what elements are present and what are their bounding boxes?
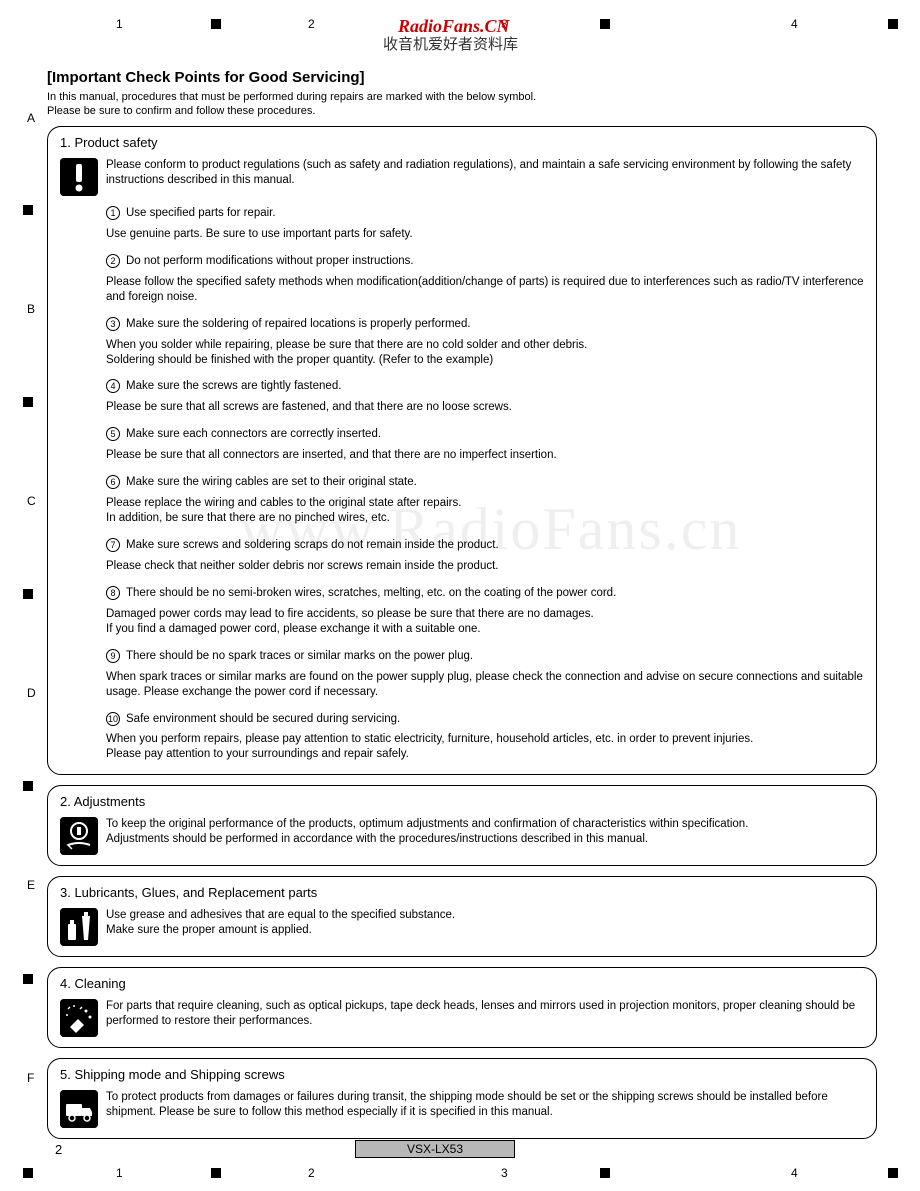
item-6-b2: In addition, be sure that there are no p…	[106, 512, 390, 524]
item-6-b1: Please replace the wiring and cables to …	[106, 497, 461, 509]
bot-ruler-3: 3	[501, 1166, 508, 1182]
item-3-b1: When you solder while repairing, please …	[106, 339, 587, 351]
lubricant-icon	[60, 908, 98, 946]
side-mark	[23, 781, 33, 791]
circled-2: 2	[106, 254, 120, 268]
item-10-body: When you perform repairs, please pay att…	[106, 732, 864, 762]
circled-5: 5	[106, 427, 120, 441]
footer: 2 VSX-LX53	[55, 1142, 875, 1159]
section-4-body: For parts that require cleaning, such as…	[106, 999, 864, 1029]
section-4-box: 4. Cleaning For parts that require clean…	[47, 967, 877, 1048]
item-1-body: Use genuine parts. Be sure to use import…	[106, 227, 864, 242]
bot-mark	[888, 1168, 898, 1178]
bot-ruler-1: 1	[116, 1166, 123, 1182]
side-mark	[23, 974, 33, 984]
section-1-intro: Please conform to product regulations (s…	[106, 158, 864, 188]
item-3-b2: Soldering should be finished with the pr…	[106, 354, 493, 366]
bot-mark	[600, 1168, 610, 1178]
warning-icon	[60, 158, 98, 196]
top-ruler-2: 2	[308, 17, 315, 33]
top-mark	[600, 19, 610, 29]
side-mark	[23, 589, 33, 599]
adjustment-icon	[60, 817, 98, 855]
item-8-body: Damaged power cords may lead to fire acc…	[106, 607, 864, 637]
item-10-head: Safe environment should be secured durin…	[126, 713, 400, 725]
item-2-head: Do not perform modifications without pro…	[126, 255, 414, 267]
bot-mark	[211, 1168, 221, 1178]
section-1-title: 1. Product safety	[60, 135, 864, 152]
s2-b2: Adjustments should be performed in accor…	[106, 833, 648, 845]
section-5-title: 5. Shipping mode and Shipping screws	[60, 1067, 864, 1084]
side-letter-f: F	[27, 1071, 34, 1087]
cleaning-icon	[60, 999, 98, 1037]
intro-line-2: Please be sure to confirm and follow the…	[47, 105, 315, 117]
section-4-title: 4. Cleaning	[60, 976, 864, 993]
item-9-head: There should be no spark traces or simil…	[126, 650, 473, 662]
page-title: [Important Check Points for Good Servici…	[47, 68, 877, 88]
item-5-head: Make sure each connectors are correctly …	[126, 428, 381, 440]
section-5-box: 5. Shipping mode and Shipping screws To …	[47, 1058, 877, 1139]
side-letter-a: A	[27, 111, 35, 127]
top-ruler-4: 4	[791, 17, 798, 33]
item-3-body: When you solder while repairing, please …	[106, 338, 864, 368]
s2-b1: To keep the original performance of the …	[106, 818, 748, 830]
bot-ruler-4: 4	[791, 1166, 798, 1182]
circled-1: 1	[106, 206, 120, 220]
main-content: [Important Check Points for Good Servici…	[47, 68, 877, 1149]
side-letter-e: E	[27, 878, 35, 894]
side-letter-c: C	[27, 494, 36, 510]
top-ruler-1: 1	[116, 17, 123, 33]
bot-ruler-2: 2	[308, 1166, 315, 1182]
section-5-body: To protect products from damages or fail…	[106, 1090, 864, 1120]
bot-mark	[23, 1168, 33, 1178]
side-letter-d: D	[27, 686, 36, 702]
intro-text: In this manual, procedures that must be …	[47, 90, 877, 119]
top-mark	[888, 19, 898, 29]
circled-7: 7	[106, 538, 120, 552]
section-3-title: 3. Lubricants, Glues, and Replacement pa…	[60, 885, 864, 902]
section-3-body: Use grease and adhesives that are equal …	[106, 908, 864, 938]
section-3-box: 3. Lubricants, Glues, and Replacement pa…	[47, 876, 877, 957]
item-6-head: Make sure the wiring cables are set to t…	[126, 476, 417, 488]
section-1-items: 1 Use specified parts for repair. Use genu…	[106, 206, 864, 762]
item-6-body: Please replace the wiring and cables to …	[106, 496, 864, 526]
intro-line-1: In this manual, procedures that must be …	[47, 91, 536, 103]
s3-b2: Make sure the proper amount is applied.	[106, 924, 312, 936]
item-9-body: When spark traces or similar marks are f…	[106, 670, 864, 700]
item-8-head: There should be no semi-broken wires, sc…	[126, 587, 616, 599]
header-brand: RadioFans.CN	[398, 15, 510, 38]
header-subtitle: 收音机爱好者资料库	[383, 36, 518, 56]
item-8-b2: If you find a damaged power cord, please…	[106, 623, 481, 635]
item-3-head: Make sure the soldering of repaired loca…	[126, 318, 471, 330]
item-7-head: Make sure screws and soldering scraps do…	[126, 539, 499, 551]
item-10-b1: When you perform repairs, please pay att…	[106, 733, 753, 745]
section-2-title: 2. Adjustments	[60, 794, 864, 811]
side-mark	[23, 397, 33, 407]
section-1-box: 1. Product safety Please conform to prod…	[47, 126, 877, 775]
circled-9: 9	[106, 649, 120, 663]
item-2-body: Please follow the specified safety metho…	[106, 275, 864, 305]
item-4-body: Please be sure that all screws are faste…	[106, 400, 864, 415]
model-label: VSX-LX53	[355, 1140, 515, 1158]
item-1-head: Use specified parts for repair.	[126, 207, 276, 219]
section-2-body: To keep the original performance of the …	[106, 817, 864, 847]
shipping-icon	[60, 1090, 98, 1128]
circled-3: 3	[106, 317, 120, 331]
item-5-body: Please be sure that all connectors are i…	[106, 448, 864, 463]
item-7-body: Please check that neither solder debris …	[106, 559, 864, 574]
item-8-b1: Damaged power cords may lead to fire acc…	[106, 608, 594, 620]
item-4-head: Make sure the screws are tightly fastene…	[126, 380, 341, 392]
circled-8: 8	[106, 586, 120, 600]
circled-6: 6	[106, 475, 120, 489]
top-mark	[211, 19, 221, 29]
s3-b1: Use grease and adhesives that are equal …	[106, 909, 455, 921]
side-letter-b: B	[27, 302, 35, 318]
page-number: 2	[55, 1142, 62, 1157]
section-2-box: 2. Adjustments To keep the original perf…	[47, 785, 877, 866]
side-mark	[23, 205, 33, 215]
circled-4: 4	[106, 379, 120, 393]
circled-10: 10	[106, 712, 120, 726]
item-10-b2: Please pay attention to your surrounding…	[106, 748, 409, 760]
